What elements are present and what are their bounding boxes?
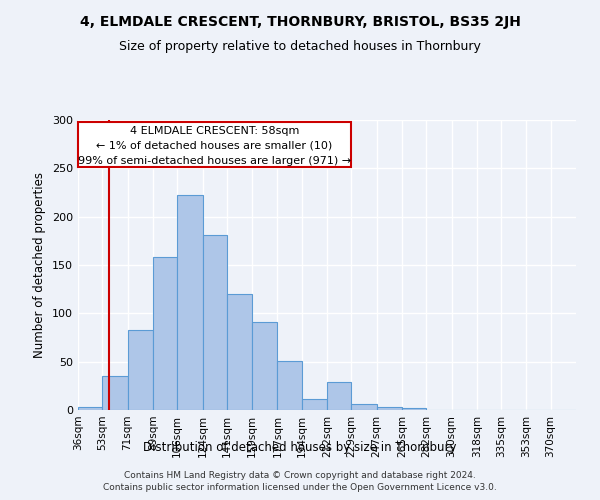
Bar — [351, 404, 377, 410]
Bar — [252, 322, 277, 410]
Bar — [402, 408, 426, 410]
Text: 4, ELMDALE CRESCENT, THORNBURY, BRISTOL, BS35 2JH: 4, ELMDALE CRESCENT, THORNBURY, BRISTOL,… — [80, 15, 520, 29]
Bar — [153, 258, 177, 410]
Bar — [277, 360, 302, 410]
Bar — [377, 407, 402, 410]
Bar — [227, 294, 252, 410]
Text: Distribution of detached houses by size in Thornbury: Distribution of detached houses by size … — [143, 441, 457, 454]
FancyBboxPatch shape — [78, 122, 351, 168]
Text: Contains public sector information licensed under the Open Government Licence v3: Contains public sector information licen… — [103, 484, 497, 492]
Y-axis label: Number of detached properties: Number of detached properties — [34, 172, 46, 358]
Bar — [177, 196, 203, 410]
Bar — [302, 400, 327, 410]
Text: Contains HM Land Registry data © Crown copyright and database right 2024.: Contains HM Land Registry data © Crown c… — [124, 471, 476, 480]
Bar — [102, 376, 128, 410]
Text: Size of property relative to detached houses in Thornbury: Size of property relative to detached ho… — [119, 40, 481, 53]
Bar — [78, 407, 102, 410]
Bar — [203, 235, 227, 410]
Bar — [128, 330, 153, 410]
Text: 4 ELMDALE CRESCENT: 58sqm: 4 ELMDALE CRESCENT: 58sqm — [130, 126, 299, 136]
Text: 99% of semi-detached houses are larger (971) →: 99% of semi-detached houses are larger (… — [78, 156, 351, 166]
Bar — [327, 382, 351, 410]
Text: ← 1% of detached houses are smaller (10): ← 1% of detached houses are smaller (10) — [97, 141, 332, 151]
